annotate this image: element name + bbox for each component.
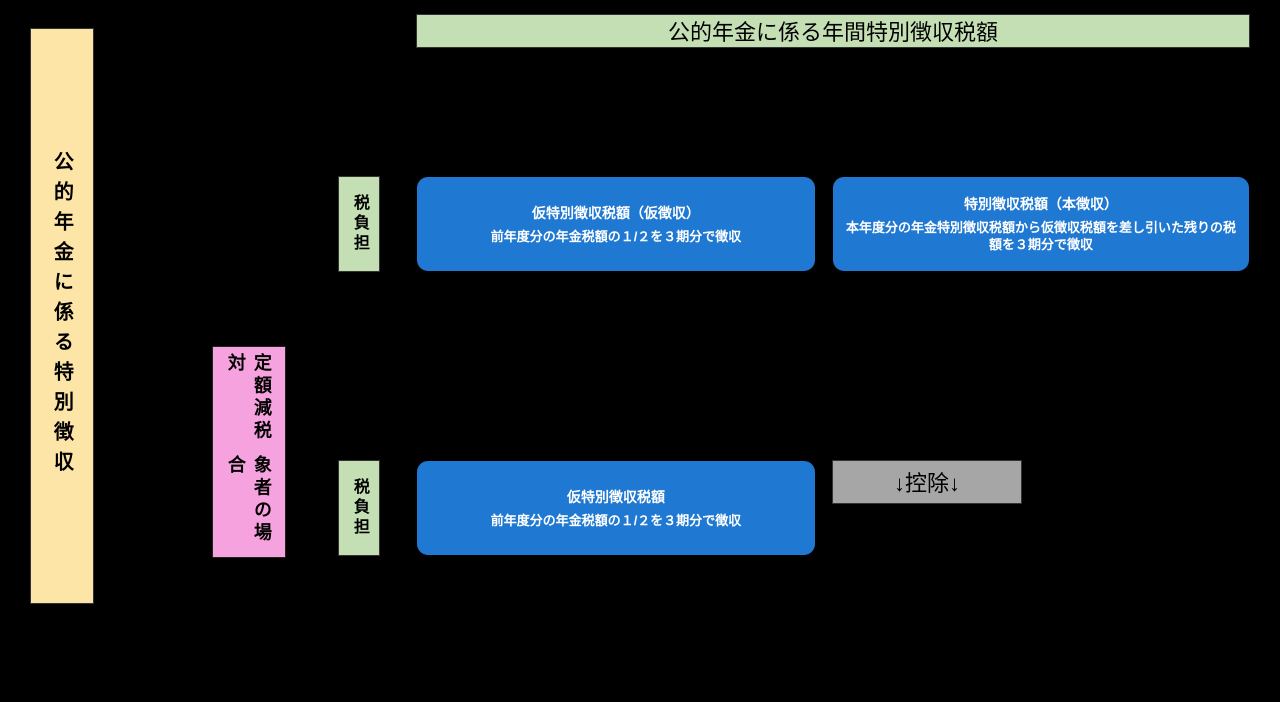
deduction-text: ↓控除↓	[894, 466, 960, 498]
flat-tax-reduction-col2: 象者の場合	[223, 455, 275, 557]
provisional-collection-box: 仮特別徴収税額（仮徴収） 前年度分の年金税額の１/２を３期分で徴収	[416, 176, 816, 272]
top-header-bar: 公的年金に係る年間特別徴収税額	[416, 14, 1250, 48]
main-collection-box: 特別徴収税額（本徴収） 本年度分の年金特別徴収税額から仮徴収税額を差し引いた残り…	[832, 176, 1250, 272]
top-header-text: 公的年金に係る年間特別徴収税額	[668, 15, 998, 47]
provisional-collection-sub: 前年度分の年金税額の１/２を３期分で徴収	[491, 229, 742, 246]
tax-burden-label-row2-text: 税負担	[347, 478, 371, 538]
tax-burden-label-row1: 税負担	[338, 176, 380, 272]
main-collection-title: 特別徴収税額（本徴収）	[964, 194, 1118, 214]
tax-burden-label-row2: 税負担	[338, 460, 380, 556]
provisional-collection-box-reduced: 仮特別徴収税額 前年度分の年金税額の１/２を３期分で徴収	[416, 460, 816, 556]
provisional-collection-reduced-sub: 前年度分の年金税額の１/２を３期分で徴収	[491, 513, 742, 530]
left-vertical-title-text: 公的年金に係る特別徴収	[48, 151, 77, 481]
left-vertical-title: 公的年金に係る特別徴収	[30, 28, 94, 604]
deduction-box: ↓控除↓	[832, 460, 1022, 504]
flat-tax-reduction-col1: 定額減税対	[223, 353, 275, 455]
flat-tax-reduction-label: 定額減税対 象者の場合	[212, 346, 286, 558]
provisional-collection-reduced-title: 仮特別徴収税額	[567, 487, 665, 507]
provisional-collection-title: 仮特別徴収税額（仮徴収）	[532, 203, 700, 223]
main-collection-sub: 本年度分の年金特別徴収税額から仮徴収税額を差し引いた残りの税額を３期分で徴収	[843, 220, 1239, 254]
tax-burden-label-row1-text: 税負担	[347, 194, 371, 254]
